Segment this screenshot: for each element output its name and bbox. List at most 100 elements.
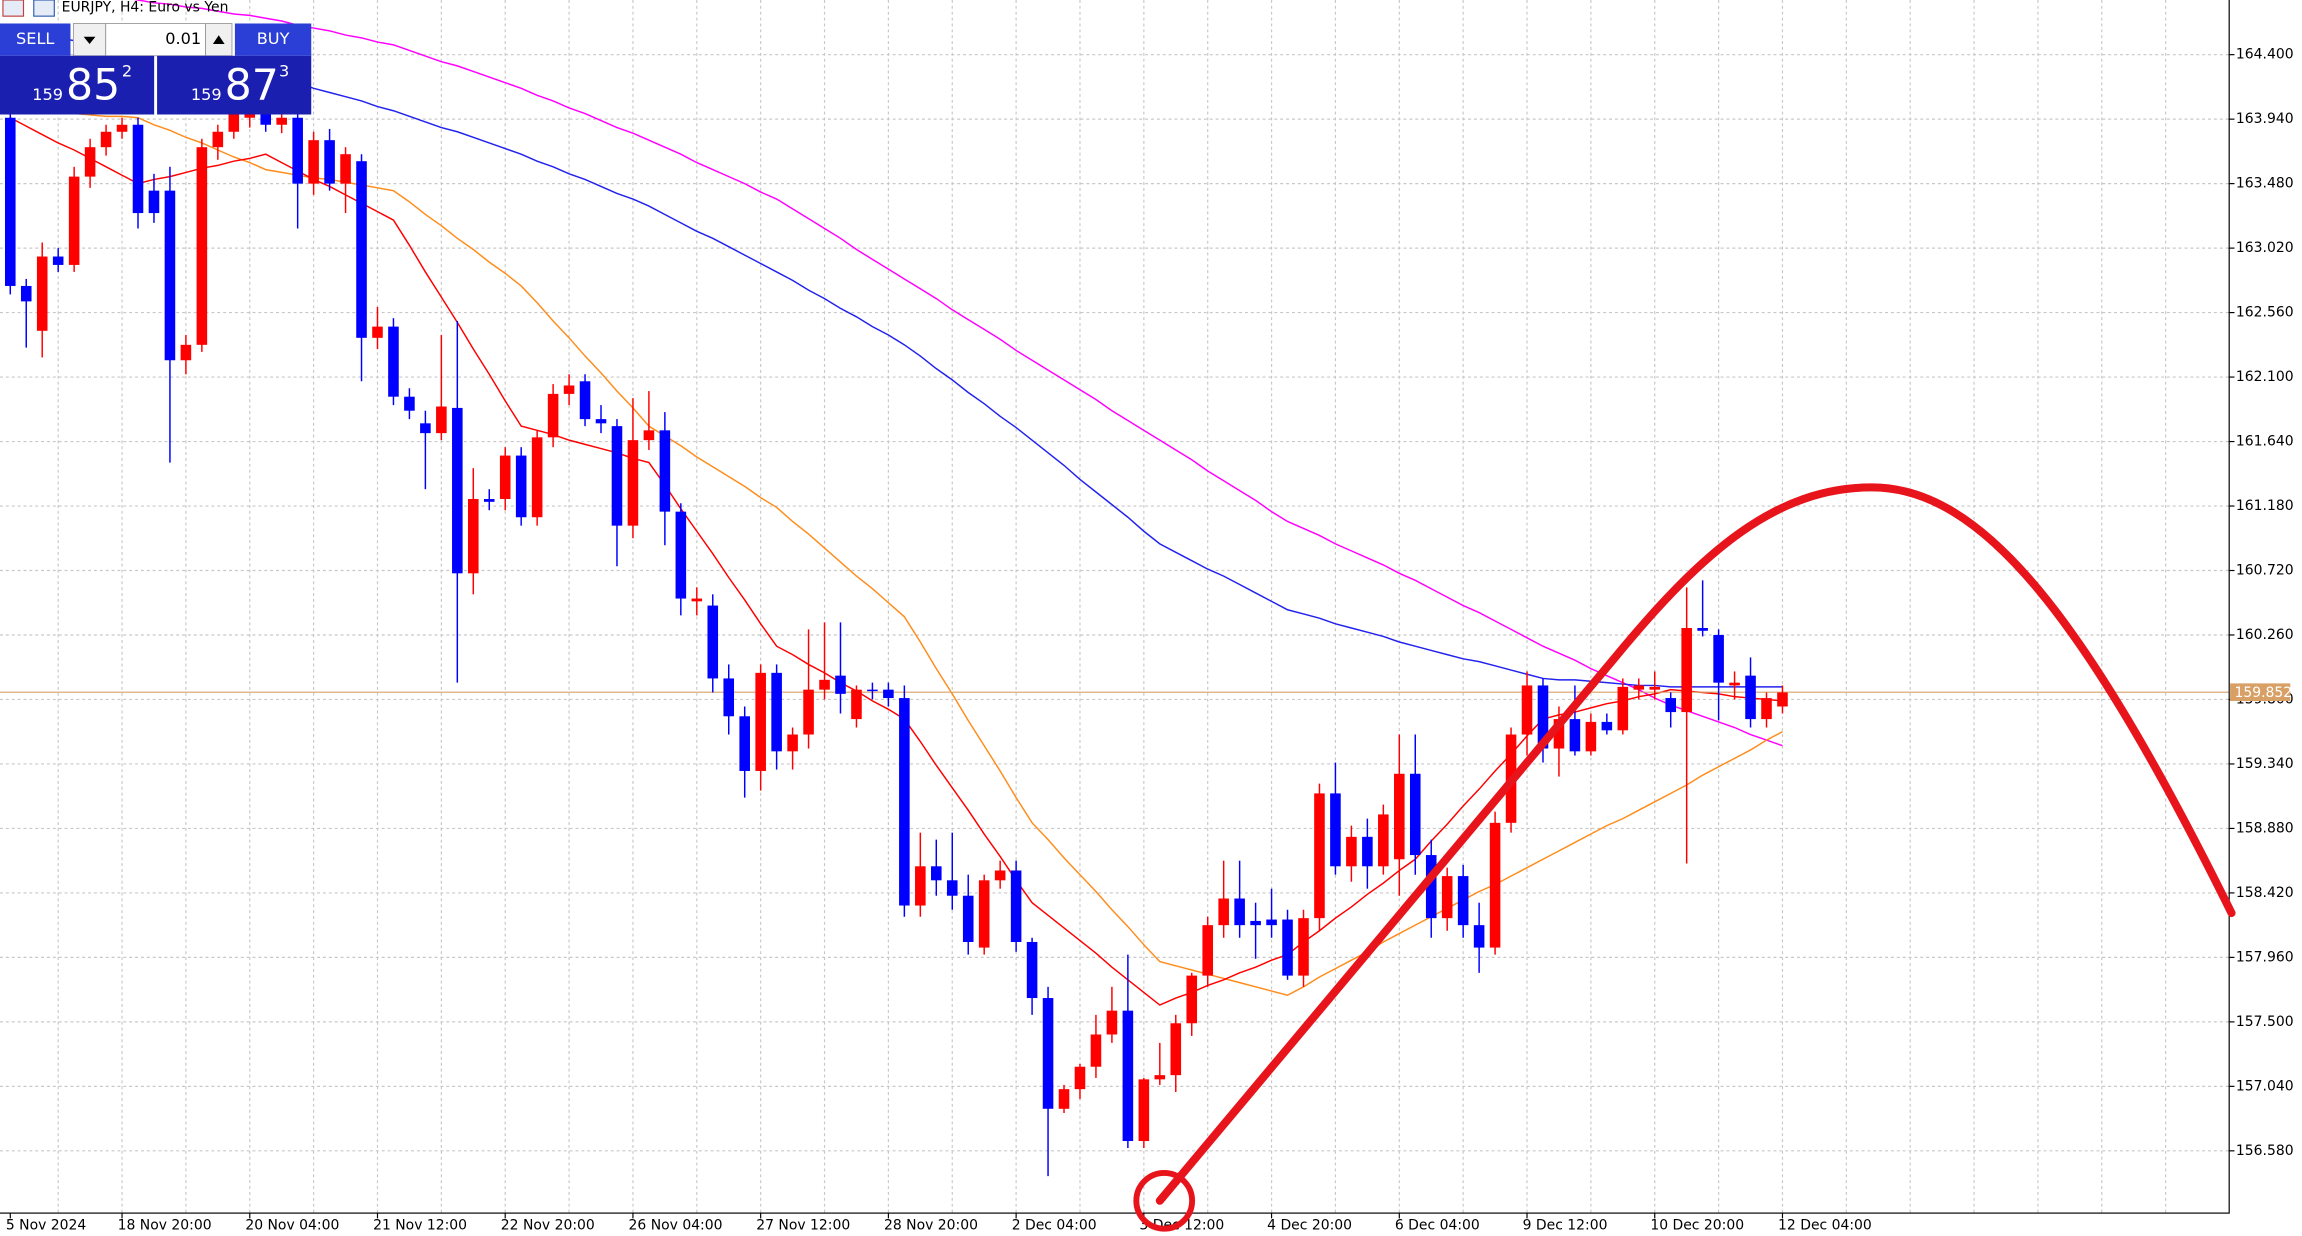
candle-body (1282, 919, 1293, 976)
bid-pips: 85 (66, 61, 120, 111)
x-tick-label: 20 Nov 04:00 (245, 1218, 339, 1234)
y-tick-label: 158.420 (2236, 885, 2294, 901)
current-price-label: 159.852 (2234, 685, 2292, 701)
annotation-drawing (1133, 483, 2236, 1232)
header-icon (33, 0, 55, 17)
candle-body (1106, 1010, 1118, 1035)
candle-body (994, 870, 1006, 881)
candle-body (499, 455, 511, 500)
candle-body (36, 256, 48, 331)
candle-body (260, 110, 272, 125)
candle-body (1330, 793, 1341, 867)
arrow-down (83, 36, 96, 45)
candle-body (1697, 627, 1708, 631)
y-tick-label: 163.940 (2236, 111, 2294, 127)
x-tick-label: 10 Dec 20:00 (1650, 1218, 1744, 1234)
candle-body (1489, 822, 1501, 948)
candle-body (388, 326, 399, 397)
header-icon (2, 0, 25, 17)
lot-value: 0.01 (165, 29, 201, 48)
candle-body (707, 605, 719, 679)
y-tick-label: 162.560 (2236, 305, 2294, 321)
buy-button[interactable] (234, 23, 312, 56)
y-tick-label: 163.020 (2236, 240, 2294, 256)
candle-body (1601, 721, 1613, 731)
candle-body (659, 430, 671, 512)
x-tick-label: 21 Nov 12:00 (373, 1218, 467, 1234)
candle-body (116, 124, 128, 132)
candle-body (867, 689, 878, 692)
candle-body (787, 734, 798, 752)
candle-body (1170, 1023, 1182, 1076)
candle-body (1074, 1066, 1086, 1090)
sell-button[interactable] (0, 23, 71, 56)
x-tick-label: 6 Dec 04:00 (1395, 1218, 1480, 1234)
candle-body (292, 117, 303, 184)
candle-body (547, 393, 559, 438)
ask-box[interactable] (157, 55, 312, 115)
candle-body (1569, 719, 1581, 752)
candle-body (1633, 685, 1645, 690)
x-axis-line (0, 1212, 2230, 1214)
candle-body (212, 131, 224, 148)
candle-body (1298, 918, 1309, 976)
candle-body (68, 176, 80, 265)
candle-body (1378, 814, 1389, 867)
x-tick-label: 4 Dec 20:00 (1267, 1218, 1352, 1234)
candle-body (340, 154, 351, 184)
candle-body (1617, 686, 1629, 731)
candle-body (276, 117, 287, 125)
candle-body (148, 190, 160, 214)
moving-average-line (10, 110, 1783, 997)
candle-body (1026, 941, 1038, 999)
candle-body (483, 499, 495, 502)
candle-body (1250, 920, 1261, 926)
bid-big: 159 (32, 85, 63, 104)
bid-box[interactable] (0, 55, 155, 115)
axis-layer: 164.400 163.940 163.480 163.020 162.560 162.1… (6, 47, 2294, 1234)
candle-body (643, 430, 655, 441)
candle-body (1346, 836, 1357, 867)
candle-body (1122, 1010, 1134, 1142)
x-tick-label: 27 Nov 12:00 (756, 1218, 850, 1234)
candle-body (883, 689, 894, 699)
candle-body (372, 326, 383, 338)
x-tick-label: 18 Nov 20:00 (118, 1218, 212, 1234)
y-tick-label: 159.340 (2236, 756, 2294, 772)
buy-label: BUY (257, 29, 290, 48)
candle-body (563, 385, 575, 394)
candle-body (1729, 682, 1740, 686)
candle-body (1362, 836, 1373, 867)
x-tick-label: 22 Nov 20:00 (501, 1218, 595, 1234)
x-tick-label: 2 Dec 04:00 (1012, 1218, 1097, 1234)
candle-body (962, 895, 974, 942)
candle-body (1409, 773, 1421, 856)
y-tick-label: 157.040 (2236, 1078, 2294, 1094)
candle-body (180, 344, 192, 361)
candle-body (1553, 719, 1565, 749)
x-tick-label: 26 Nov 04:00 (629, 1218, 723, 1234)
candle-body (1202, 925, 1213, 976)
candle-body (819, 679, 830, 690)
candle-body (356, 161, 367, 338)
candle-body (611, 426, 623, 526)
y-tick-label: 161.640 (2236, 434, 2294, 450)
candle-body (1394, 773, 1405, 860)
candle-body (1745, 675, 1756, 720)
candle-body (739, 716, 750, 771)
chart-header: EURJPY, H4: Euro vs Yen (2, 0, 228, 17)
candle-body (84, 147, 96, 177)
candle-body (851, 689, 862, 720)
candle-body (595, 419, 607, 424)
candle-body (1138, 1079, 1150, 1142)
candle-body (691, 598, 703, 602)
candle-body (1537, 685, 1549, 749)
candle-body (1457, 876, 1469, 926)
trade-panel: SELL 0.01 BUY 159 85 2 159 87 3 (0, 23, 312, 115)
candle-body (1665, 698, 1676, 713)
candle-body (515, 455, 527, 518)
y-tick-label: 162.100 (2236, 369, 2294, 385)
candle-body (531, 437, 543, 518)
